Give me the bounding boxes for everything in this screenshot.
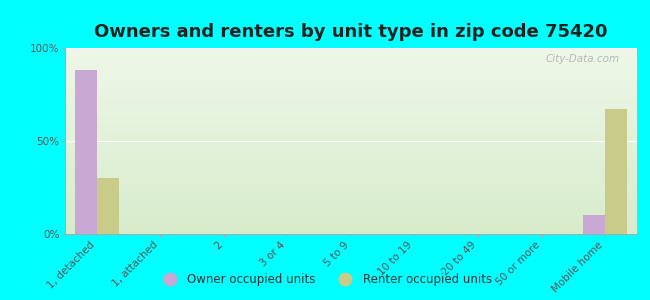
Title: Owners and renters by unit type in zip code 75420: Owners and renters by unit type in zip c… [94, 23, 608, 41]
Bar [75, 70, 97, 234]
Bar [97, 178, 119, 234]
Text: City-Data.com: City-Data.com [546, 54, 620, 64]
Legend: Owner occupied units, Renter occupied units: Owner occupied units, Renter occupied un… [153, 269, 497, 291]
Bar [583, 215, 605, 234]
Bar [605, 110, 627, 234]
